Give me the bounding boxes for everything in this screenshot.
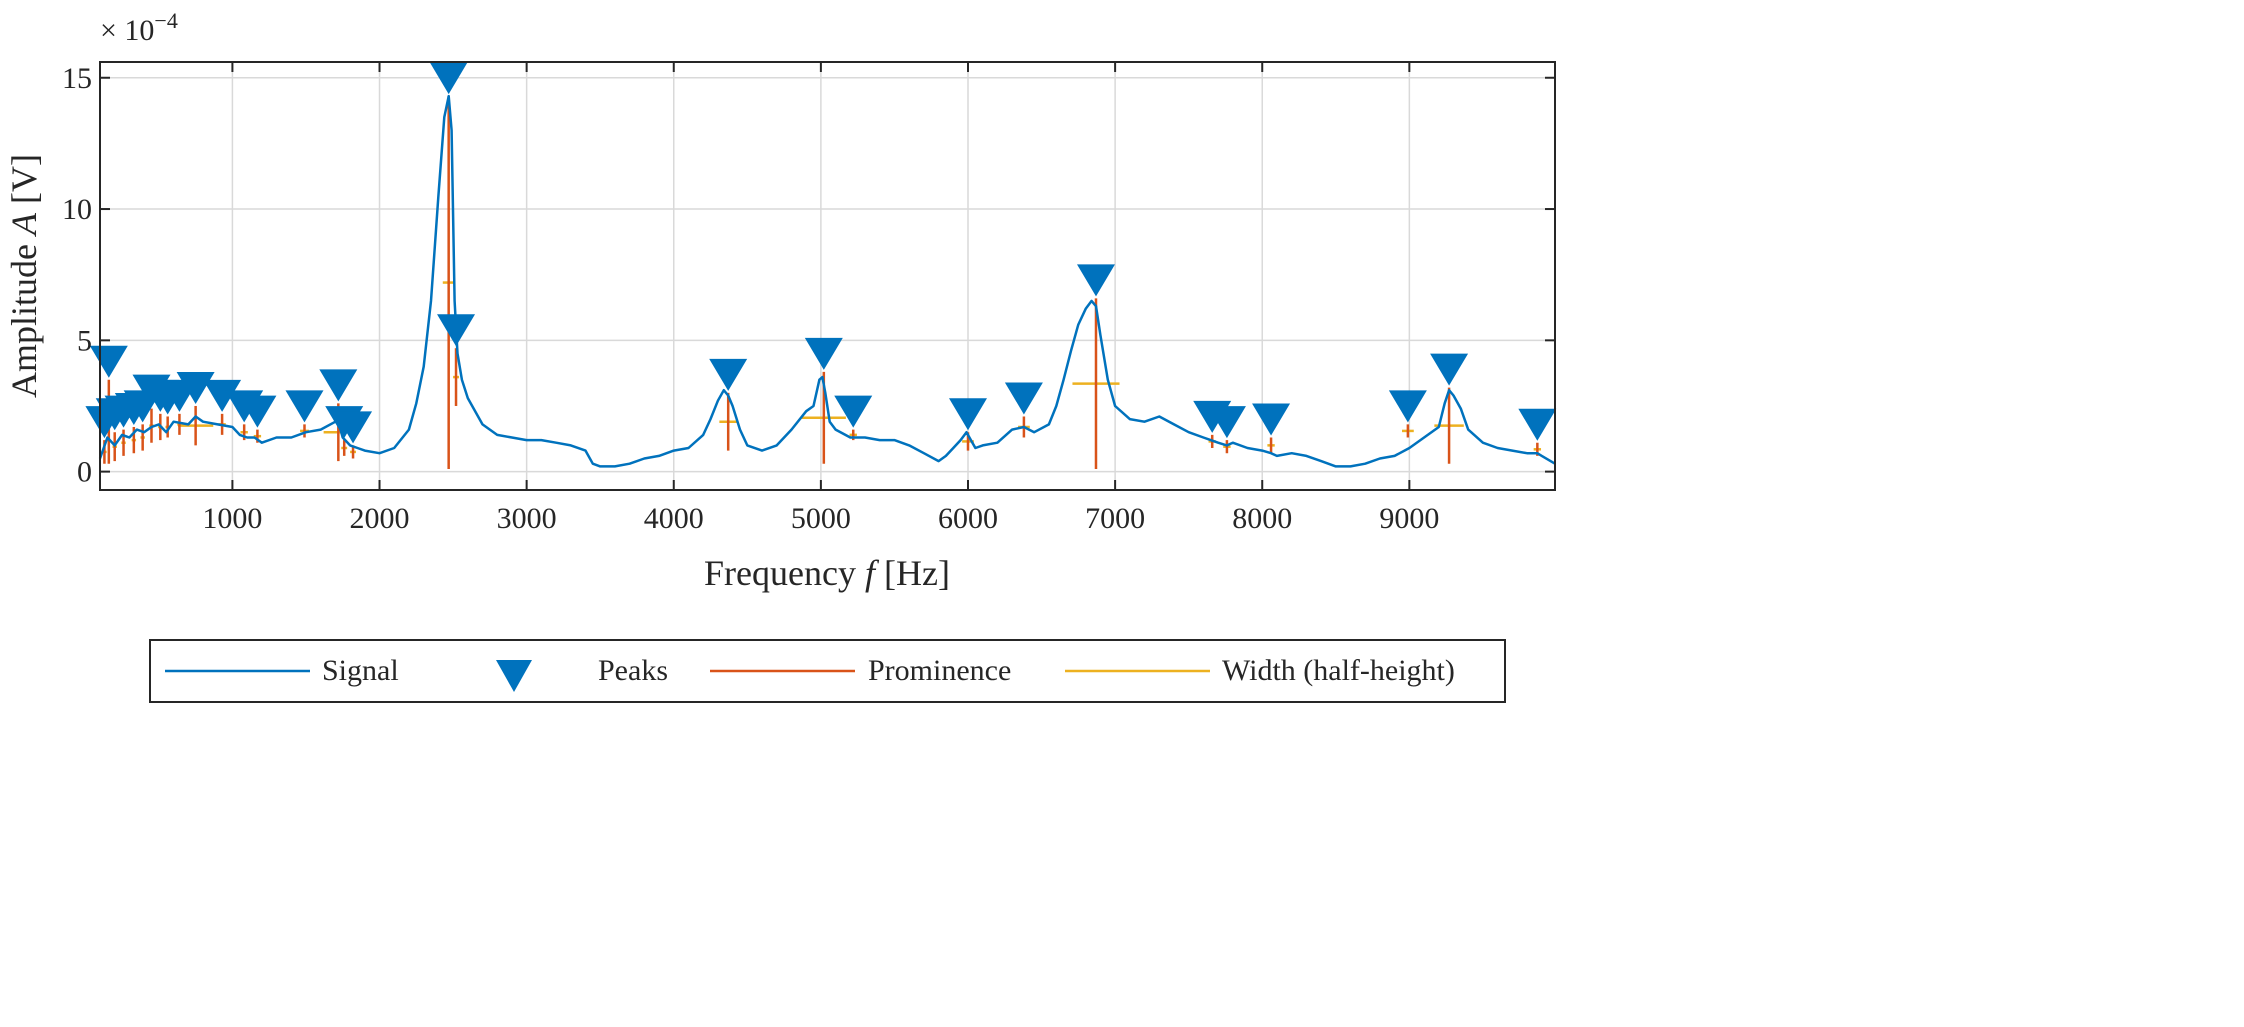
y-tick-label: 10: [62, 193, 92, 226]
peak-marker: [285, 390, 324, 423]
y-tick-label: 0: [77, 456, 92, 489]
x-tick-label: 5000: [791, 502, 851, 535]
legend: Signal Peaks Prominence Width (half-heig…: [149, 639, 1506, 703]
peak-markers: [85, 62, 1557, 444]
peak-marker: [1004, 382, 1043, 415]
legend-peaks-swatch: [496, 660, 532, 692]
peak-marker: [948, 398, 987, 431]
plot-area-frame: [99, 61, 1556, 491]
signal-line: [98, 94, 1556, 468]
x-tick-label: 1000: [202, 502, 262, 535]
peak-marker: [709, 358, 748, 391]
peak-marker: [319, 369, 358, 402]
x-tick-label: 4000: [644, 502, 704, 535]
peak-marker: [1076, 264, 1115, 297]
y-axis-label: Amplitude A [V]: [4, 154, 44, 398]
x-tick-label: 9000: [1379, 502, 1439, 535]
x-tick-label: 3000: [497, 502, 557, 535]
peak-marker: [89, 345, 128, 378]
y-tick-label: 15: [62, 62, 92, 95]
signal-series: [98, 94, 1556, 468]
y-exponent-label: × 10−4: [100, 8, 178, 47]
peak-marker: [1252, 403, 1291, 436]
legend-signal-label: Signal: [322, 654, 399, 687]
peak-marker: [1518, 408, 1557, 441]
peak-marker: [429, 62, 468, 95]
legend-prominence-label: Prominence: [868, 654, 1011, 687]
x-tick-label: 7000: [1085, 502, 1145, 535]
x-tick-label: 8000: [1232, 502, 1292, 535]
axis-ticks: 1000 2000 3000 4000 5000 6000 7000 8000 9000 0 5 10…: [62, 62, 1555, 535]
peak-marker: [238, 395, 277, 428]
peak-marker: [1430, 353, 1469, 386]
x-tick-label: 2000: [350, 502, 410, 535]
peak-marker: [437, 314, 476, 347]
amplitude-spectrum-chart: 1000 2000 3000 4000 5000 6000 7000 8000 9000 0 5 10…: [4, 8, 1557, 703]
peak-marker: [1207, 406, 1246, 439]
legend-width-label: Width (half-height): [1222, 654, 1455, 687]
legend-peaks-label: Peaks: [598, 654, 668, 687]
peak-marker: [1388, 390, 1427, 423]
y-tick-label: 5: [77, 324, 92, 357]
peak-marker: [203, 379, 242, 412]
x-axis-label: Frequency f [Hz]: [704, 553, 950, 593]
peak-marker: [334, 411, 373, 444]
peak-marker: [804, 337, 843, 370]
x-tick-label: 6000: [938, 502, 998, 535]
grid-lines: [100, 62, 1555, 490]
peak-marker: [834, 395, 873, 428]
